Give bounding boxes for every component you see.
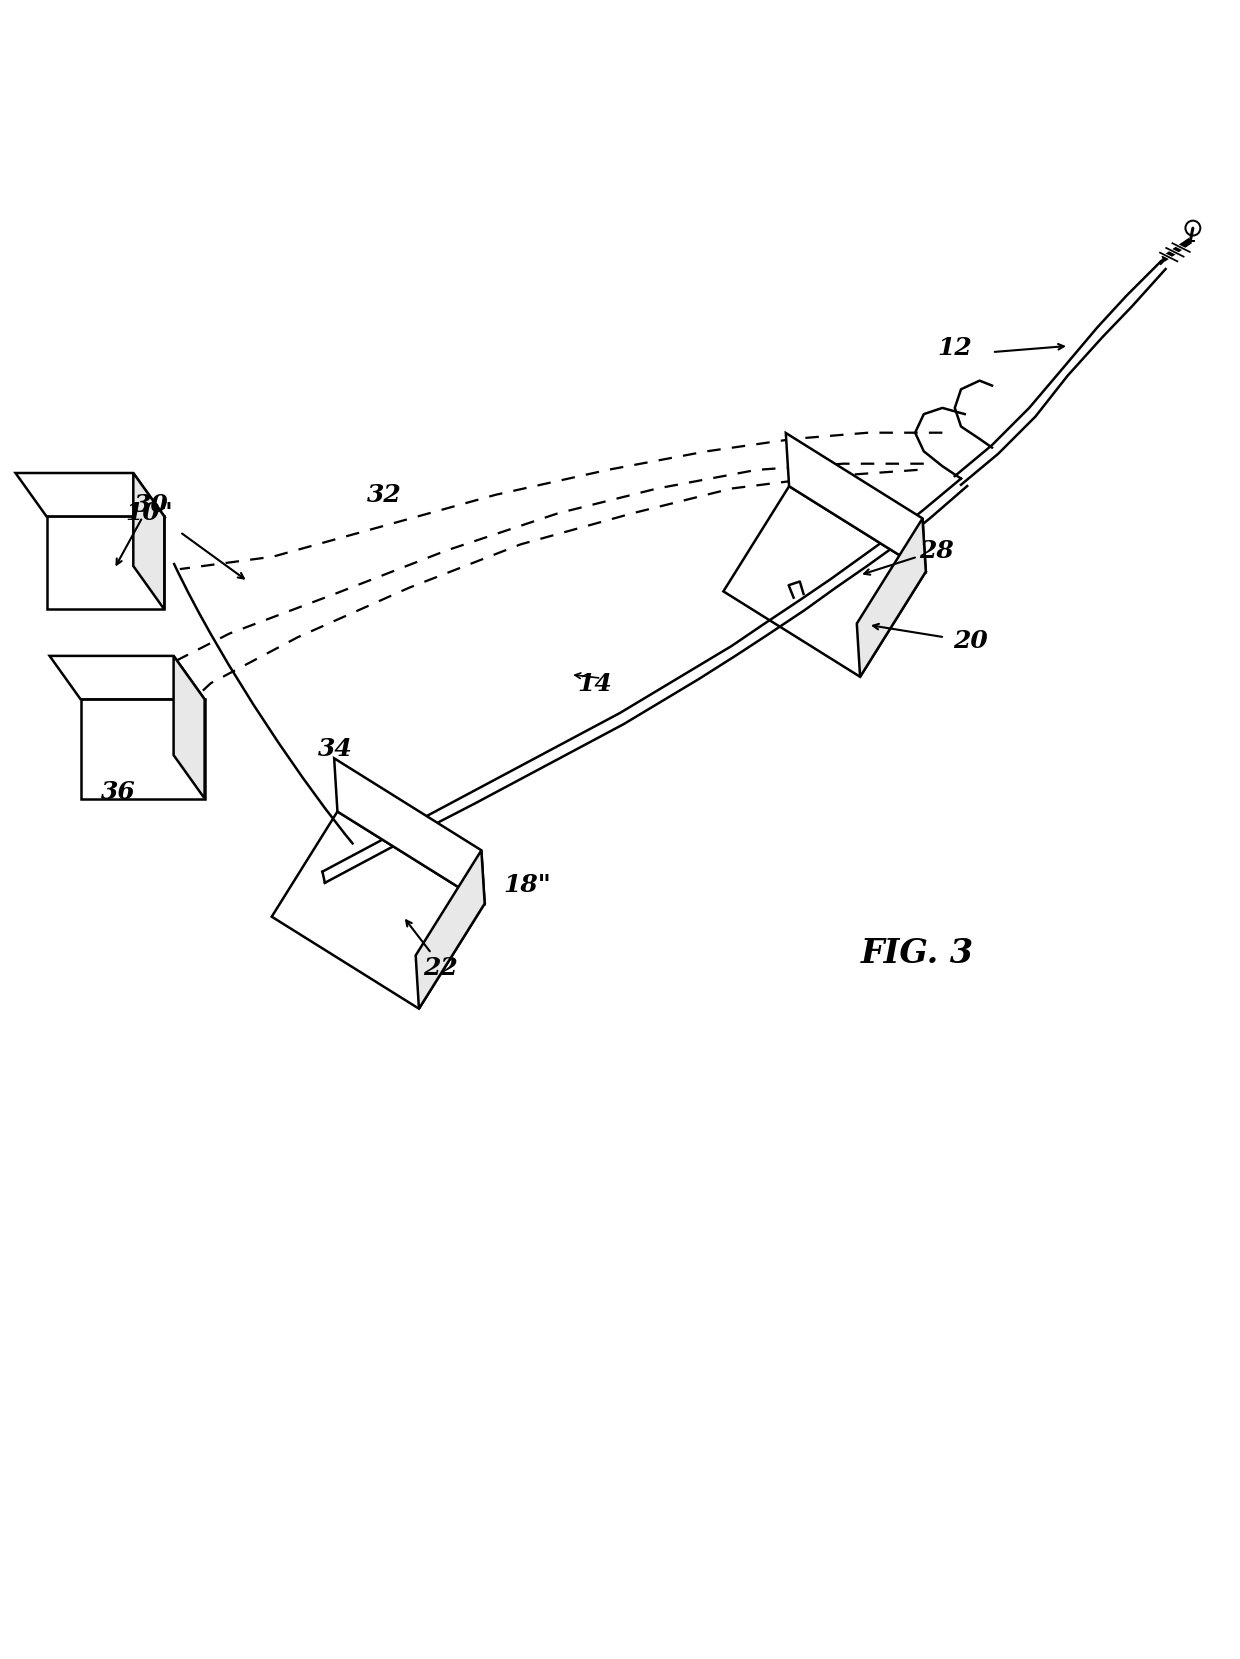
Text: 18": 18" — [503, 873, 551, 898]
Polygon shape — [857, 518, 926, 677]
Text: 22: 22 — [423, 956, 458, 980]
Polygon shape — [334, 758, 485, 904]
Text: 30: 30 — [134, 493, 169, 516]
Polygon shape — [16, 473, 164, 516]
Text: 10": 10" — [125, 501, 172, 526]
Text: 28: 28 — [919, 539, 954, 562]
Text: 14: 14 — [578, 672, 613, 697]
Polygon shape — [134, 473, 164, 609]
Text: FIG. 3: FIG. 3 — [861, 937, 975, 971]
Text: 12: 12 — [937, 337, 972, 360]
Text: 32: 32 — [367, 483, 402, 506]
Text: 34: 34 — [317, 737, 352, 761]
Polygon shape — [174, 655, 205, 798]
Text: 36: 36 — [100, 780, 135, 805]
Text: 20: 20 — [954, 629, 988, 654]
Polygon shape — [50, 655, 205, 700]
Polygon shape — [786, 433, 926, 572]
Polygon shape — [415, 851, 485, 1009]
